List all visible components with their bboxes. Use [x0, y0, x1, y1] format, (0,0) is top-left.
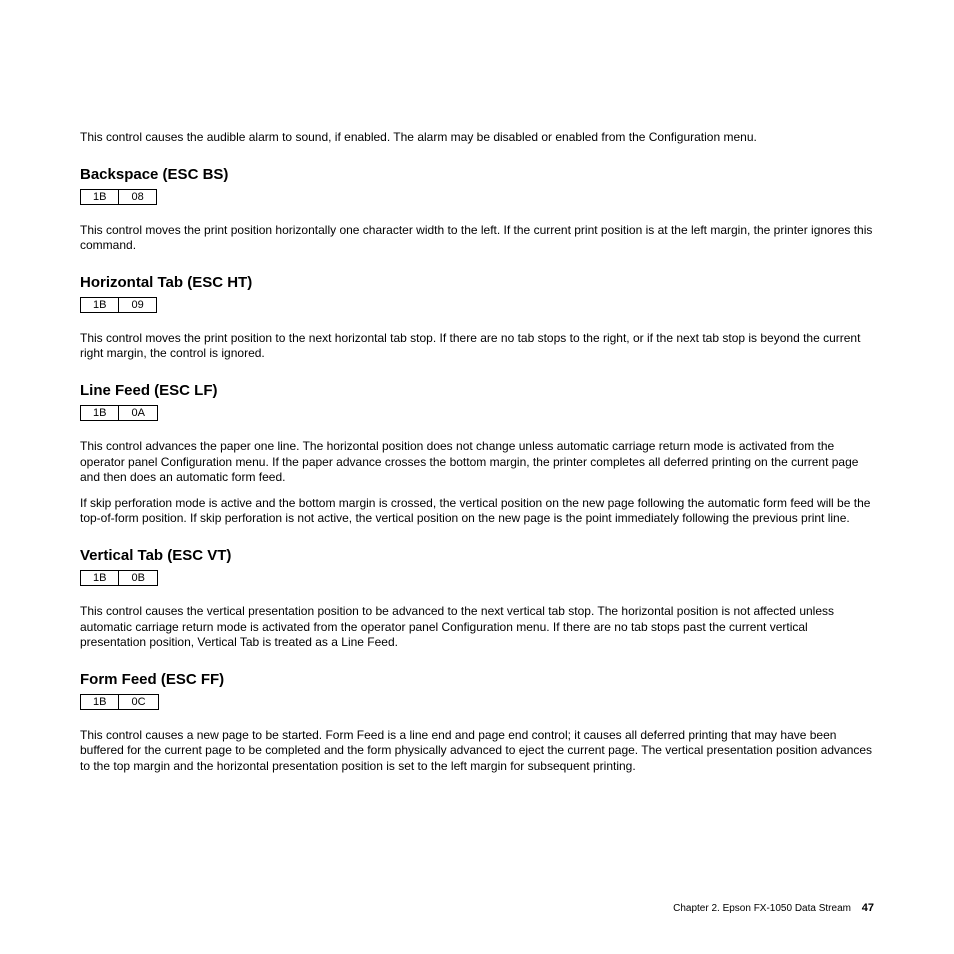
byte-table: 1B 09 [80, 297, 157, 313]
byte-cell: 1B [81, 694, 119, 709]
page: This control causes the audible alarm to… [0, 0, 954, 954]
section-paragraph: If skip perforation mode is active and t… [80, 496, 874, 527]
byte-table: 1B 0B [80, 570, 158, 586]
section-heading: Horizontal Tab (ESC HT) [80, 274, 874, 291]
section-paragraph: This control causes the vertical present… [80, 604, 874, 651]
intro-paragraph: This control causes the audible alarm to… [80, 130, 874, 146]
section-paragraph: This control moves the print position ho… [80, 223, 874, 254]
footer-page-number: 47 [862, 902, 874, 914]
page-footer: Chapter 2. Epson FX-1050 Data Stream 47 [673, 902, 874, 914]
byte-cell: 0A [119, 405, 157, 420]
byte-cell: 1B [81, 297, 119, 312]
section-paragraph: This control moves the print position to… [80, 331, 874, 362]
byte-cell: 09 [119, 297, 156, 312]
byte-cell: 1B [81, 570, 119, 585]
byte-cell: 0B [119, 570, 157, 585]
byte-table: 1B 0C [80, 694, 159, 710]
footer-chapter: Chapter 2. Epson FX-1050 Data Stream [673, 903, 851, 914]
section-paragraph: This control causes a new page to be sta… [80, 728, 874, 775]
byte-table: 1B 0A [80, 405, 158, 421]
section-paragraph: This control advances the paper one line… [80, 439, 874, 486]
byte-cell: 1B [81, 189, 119, 204]
byte-cell: 0C [119, 694, 158, 709]
byte-cell: 1B [81, 405, 119, 420]
section-heading: Line Feed (ESC LF) [80, 382, 874, 399]
byte-table: 1B 08 [80, 189, 157, 205]
byte-cell: 08 [119, 189, 156, 204]
section-heading: Backspace (ESC BS) [80, 166, 874, 183]
section-heading: Form Feed (ESC FF) [80, 671, 874, 688]
section-heading: Vertical Tab (ESC VT) [80, 547, 874, 564]
